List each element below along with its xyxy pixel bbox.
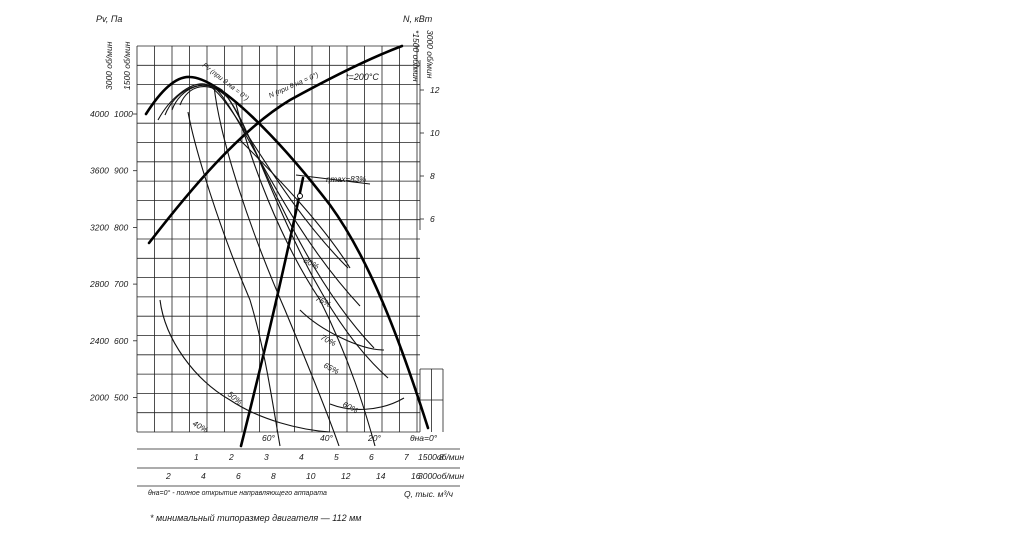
left-outer-tick-label: 2400 xyxy=(89,336,109,346)
bottom-1500-tick-label: 6 xyxy=(369,452,374,462)
axis-ticks: 1000 4000 900 3600 800 3200 700 2800 600 2400 500 2… xyxy=(89,85,444,481)
bottom-3000-tick-label: 14 xyxy=(376,471,386,481)
bottom-3000-tick-label: 2 xyxy=(165,471,171,481)
bottom-3000-tick-label: 4 xyxy=(201,471,206,481)
left-outer-tick-label: 2800 xyxy=(89,279,109,289)
left-axis-label: Pv, Па xyxy=(96,14,122,24)
left-inner-tick-label: 800 xyxy=(114,222,128,232)
left-outer-tick-label: 3200 xyxy=(90,222,109,232)
eta-max-marker xyxy=(297,193,303,199)
left-outer-tick-label: 2000 xyxy=(89,393,109,403)
motor-note: * минимальный типоразмер двигателя — 112… xyxy=(150,513,361,523)
efficiency-curve-0 xyxy=(157,83,349,269)
eta-max-curve xyxy=(239,176,305,448)
right-tick-label: 12 xyxy=(430,85,440,95)
left-inner-tick-label: 500 xyxy=(114,393,128,403)
temperature-label: t=200°C xyxy=(346,72,379,82)
pv-curve xyxy=(144,75,430,430)
efficiency-curve-8 xyxy=(239,139,351,269)
left-rpm-1500: 1500 об/мин xyxy=(122,41,132,90)
right-rpm-3000: 3000 об/мин xyxy=(425,30,435,79)
right-rpm-1500: *1500 об/мин xyxy=(411,30,421,82)
efficiency-curve-7 xyxy=(235,103,376,447)
left-inner-tick-label: 900 xyxy=(114,166,128,176)
eff-label-50: 50% xyxy=(226,390,244,407)
right-tick-label: 6 xyxy=(430,214,435,224)
vane-40: 40° xyxy=(320,433,333,443)
efficiency-curve-10 xyxy=(329,397,405,410)
bottom-3000-tick-label: 8 xyxy=(271,471,276,481)
left-outer-tick-label: 4000 xyxy=(90,109,109,119)
left-inner-tick-label: 1000 xyxy=(114,109,133,119)
bottom-rpm-1500: 1500об/мин xyxy=(418,452,464,462)
bottom-1500-tick-label: 5 xyxy=(334,452,339,462)
bottom-1500-tick-label: 3 xyxy=(264,452,269,462)
efficiency-curve-9 xyxy=(299,309,385,351)
chart-grid xyxy=(136,45,460,487)
bottom-rpm-3000: 3000об/мин xyxy=(418,471,464,481)
right-axis-label: N, кВт xyxy=(403,14,433,24)
efficiency-curve-3 xyxy=(179,86,389,379)
efficiency-curve-4 xyxy=(159,299,331,433)
right-tick-label: 10 xyxy=(430,128,440,138)
right-tick-label: 8 xyxy=(430,171,435,181)
bottom-3000-tick-label: 6 xyxy=(236,471,241,481)
left-rpm-3000: 3000 об/мин xyxy=(104,41,114,90)
vane-20: 20° xyxy=(367,433,381,443)
left-inner-tick-label: 600 xyxy=(114,336,128,346)
eta-max-label: ηmax=83% xyxy=(326,175,366,184)
left-inner-tick-label: 700 xyxy=(114,279,128,289)
x-axis-label: Q, тыс. м³/ч xyxy=(404,489,454,499)
vane-0: θна=0° xyxy=(410,433,438,443)
bottom-3000-tick-label: 12 xyxy=(341,471,351,481)
bottom-1500-tick-label: 8 xyxy=(439,452,444,462)
power-curve xyxy=(147,44,404,245)
bottom-1500-tick-label: 7 xyxy=(404,452,409,462)
efficiency-curve-1 xyxy=(164,84,361,307)
bottom-1500-tick-label: 1 xyxy=(194,452,199,462)
bottom-1500-tick-label: 4 xyxy=(299,452,304,462)
efficiency-curve-6 xyxy=(213,85,340,447)
efficiency-curve-11 xyxy=(295,174,371,185)
bottom-3000-tick-label: 10 xyxy=(306,471,316,481)
vane-60: 60° xyxy=(262,433,275,443)
efficiency-curve-5 xyxy=(187,111,281,447)
left-outer-tick-label: 3600 xyxy=(90,166,109,176)
chart-curves xyxy=(144,44,430,448)
vane-note: θна=0° - полное открытие направляющего а… xyxy=(148,489,327,497)
bottom-1500-tick-label: 2 xyxy=(228,452,234,462)
bottom-3000-tick-label: 16 xyxy=(411,471,421,481)
